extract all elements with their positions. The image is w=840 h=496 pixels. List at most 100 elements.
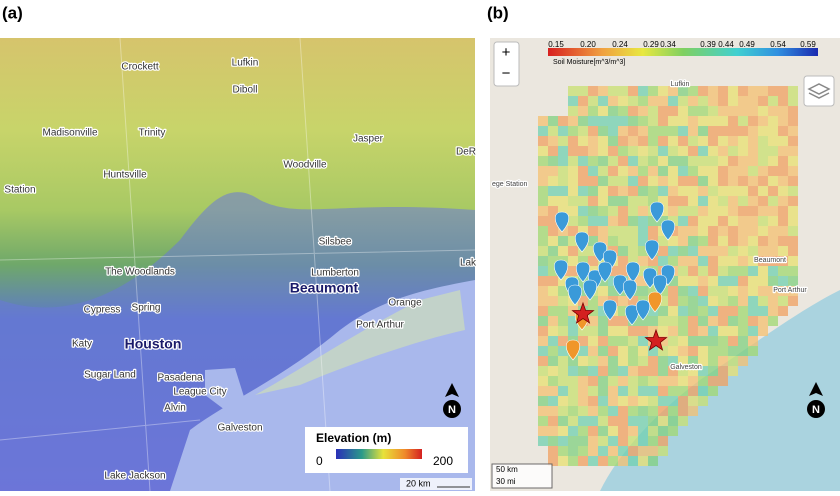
grid-cell [608, 156, 618, 166]
grid-cell [548, 136, 558, 146]
grid-cell [638, 336, 648, 346]
grid-cell [568, 446, 578, 456]
grid-cell [558, 126, 568, 136]
grid-cell [628, 246, 638, 256]
grid-cell [728, 146, 738, 156]
grid-cell [738, 196, 748, 206]
place-label: Houston [125, 336, 182, 352]
grid-cell [708, 326, 718, 336]
grid-cell [768, 236, 778, 246]
grid-cell [788, 126, 798, 136]
grid-cell [538, 266, 548, 276]
grid-cell [728, 176, 738, 186]
grid-cell [718, 126, 728, 136]
grid-cell [748, 146, 758, 156]
grid-cell [708, 306, 718, 316]
grid-cell [688, 86, 698, 96]
grid-cell [678, 226, 688, 236]
colorbar-title: Soil Moisture[m^3/m^3] [553, 59, 625, 66]
grid-cell [538, 296, 548, 306]
grid-cell [648, 176, 658, 186]
grid-cell [578, 286, 588, 296]
north-label: N [448, 404, 456, 416]
grid-cell [698, 356, 708, 366]
grid-cell [748, 236, 758, 246]
grid-cell [708, 196, 718, 206]
grid-cell [568, 126, 578, 136]
grid-cell [598, 406, 608, 416]
grid-cell [748, 276, 758, 286]
grid-cell [728, 296, 738, 306]
grid-cell [748, 326, 758, 336]
grid-cell [748, 316, 758, 326]
marker-pin [635, 299, 651, 321]
grid-cell [568, 146, 578, 156]
grid-cell [728, 366, 738, 376]
grid-cell [548, 176, 558, 186]
grid-cell [618, 126, 628, 136]
grid-cell [538, 146, 548, 156]
grid-cell [568, 226, 578, 236]
grid-cell [678, 306, 688, 316]
grid-cell [698, 346, 708, 356]
grid-cell [698, 336, 708, 346]
marker-pin [644, 239, 660, 261]
coast [255, 290, 465, 395]
place-label: Galveston [670, 364, 702, 371]
grid-cell [728, 136, 738, 146]
grid-cell [688, 266, 698, 276]
grid-cell [678, 276, 688, 286]
grid-cell [698, 226, 708, 236]
grid-cell [778, 306, 788, 316]
grid-cell [538, 416, 548, 426]
grid-cell [618, 396, 628, 406]
grid-cell [678, 366, 688, 376]
grid-cell [768, 106, 778, 116]
grid-cell [748, 96, 758, 106]
grid-cell [628, 376, 638, 386]
grid-cell [648, 96, 658, 106]
grid-cell [688, 196, 698, 206]
grid-cell [678, 246, 688, 256]
grid-cell [718, 366, 728, 376]
grid-cell [638, 426, 648, 436]
grid-cell [608, 446, 618, 456]
grid-cell [568, 116, 578, 126]
grid-cell [648, 436, 658, 446]
grid-cell [568, 156, 578, 166]
grid-cell [688, 106, 698, 116]
grid-cell [748, 266, 758, 276]
grid-cell [768, 96, 778, 106]
zoom-in[interactable]: + [502, 44, 511, 61]
grid-cell [628, 206, 638, 216]
grid-cell [618, 356, 628, 366]
grid-cell [788, 236, 798, 246]
grid-cell [628, 416, 638, 426]
grid-cell [548, 306, 558, 316]
layers-button[interactable] [803, 75, 835, 107]
grid-cell [578, 96, 588, 106]
grid-cell [688, 316, 698, 326]
grid-cell [558, 156, 568, 166]
grid-cell [568, 136, 578, 146]
grid-cell [638, 406, 648, 416]
grid-cell [778, 216, 788, 226]
grid-cell [558, 136, 568, 146]
grid-cell [658, 126, 668, 136]
grid-cell [768, 266, 778, 276]
grid-cell [578, 346, 588, 356]
grid-cell [608, 416, 618, 426]
marker-pin [597, 261, 613, 283]
grid-cell [618, 136, 628, 146]
grid-cell [768, 276, 778, 286]
grid-cell [588, 356, 598, 366]
grid-cell [768, 136, 778, 146]
grid-cell [658, 146, 668, 156]
grid-cell [588, 436, 598, 446]
grid-cell [548, 296, 558, 306]
grid-cell [768, 146, 778, 156]
grid-cell [728, 246, 738, 256]
grid-cell [628, 396, 638, 406]
grid-cell [708, 106, 718, 116]
zoom-out[interactable]: − [502, 65, 511, 82]
